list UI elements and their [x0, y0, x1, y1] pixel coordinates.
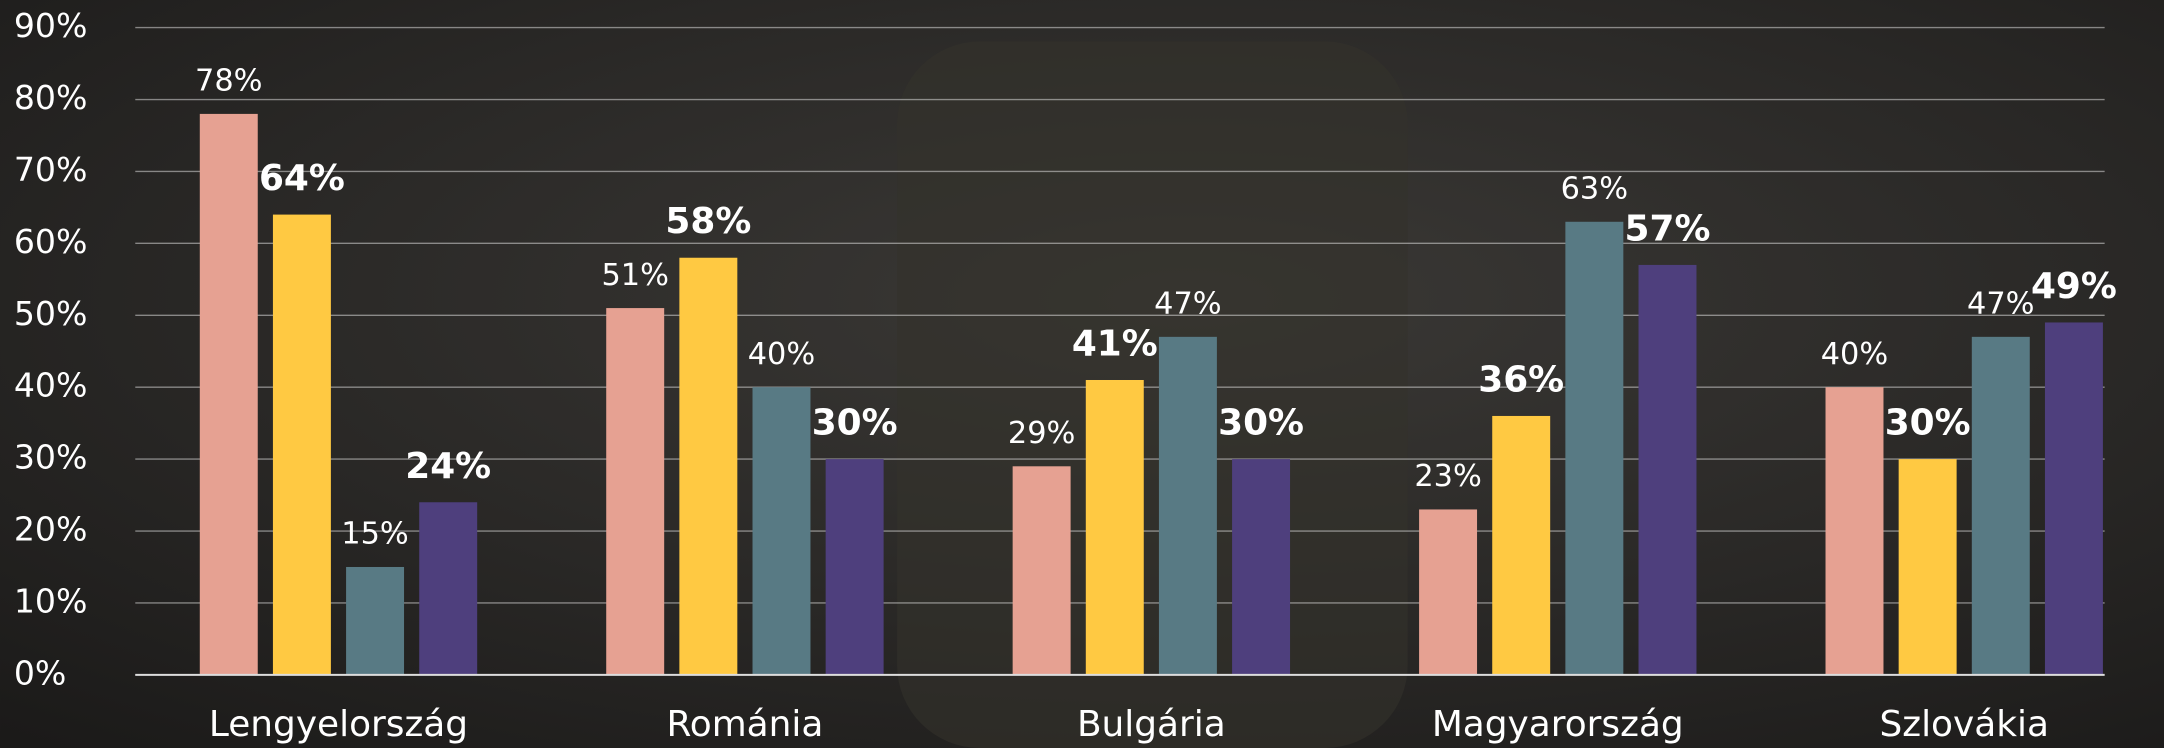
data-label: 78%: [195, 64, 262, 99]
y-tick-label: 80%: [14, 78, 88, 117]
y-tick-label: 20%: [14, 510, 88, 549]
bar: [1638, 264, 1697, 675]
bar: [1825, 387, 1884, 675]
y-tick-label: 50%: [14, 294, 88, 333]
data-label: 64%: [259, 158, 345, 199]
data-label: 51%: [601, 258, 668, 293]
background-figure: [897, 41, 1408, 748]
data-label: 15%: [341, 517, 408, 552]
x-tick-label: Lengyelország: [209, 704, 468, 745]
x-tick-label: Magyarország: [1432, 704, 1684, 745]
data-label: 47%: [1154, 287, 1221, 322]
y-tick-label: 10%: [14, 581, 88, 620]
bar: [1085, 379, 1144, 675]
bar: [2044, 322, 2103, 675]
data-label: 30%: [1218, 403, 1304, 444]
bar: [199, 113, 258, 675]
data-label: 36%: [1478, 359, 1564, 400]
data-label: 41%: [1072, 323, 1158, 364]
bar: [679, 257, 738, 675]
data-label: 40%: [1821, 337, 1888, 372]
data-label: 63%: [1561, 172, 1628, 207]
bar: [1012, 466, 1071, 675]
bar: [1158, 336, 1217, 675]
data-label: 57%: [1625, 208, 1711, 249]
bar: [1971, 336, 2030, 675]
y-tick-label: 30%: [14, 438, 88, 477]
bar: [1565, 221, 1624, 675]
y-tick-label: 90%: [14, 6, 88, 45]
data-label: 24%: [405, 446, 491, 487]
data-label: 40%: [748, 337, 815, 372]
bar: [1492, 415, 1551, 675]
bar: [272, 214, 331, 675]
data-label: 58%: [665, 201, 751, 242]
y-tick-label: 60%: [14, 222, 88, 261]
bar: [1898, 459, 1957, 675]
data-label: 49%: [2031, 266, 2117, 307]
bar: [825, 459, 884, 675]
data-label: 47%: [1967, 287, 2034, 322]
bar: [752, 387, 811, 675]
bar: [419, 502, 478, 675]
y-tick-label: 40%: [14, 366, 88, 405]
data-label: 29%: [1008, 416, 1075, 451]
data-label: 23%: [1414, 459, 1481, 494]
bar: [606, 308, 665, 675]
bar: [1419, 509, 1478, 675]
y-tick-label: 0%: [14, 653, 67, 692]
data-label: 30%: [1885, 403, 1971, 444]
x-tick-label: Románia: [666, 704, 823, 745]
bar: [346, 566, 405, 675]
bar: [1232, 459, 1291, 675]
data-label: 30%: [812, 403, 898, 444]
x-tick-label: Szlovákia: [1879, 704, 2048, 745]
y-tick-label: 70%: [14, 150, 88, 189]
x-tick-label: Bulgária: [1077, 704, 1226, 745]
